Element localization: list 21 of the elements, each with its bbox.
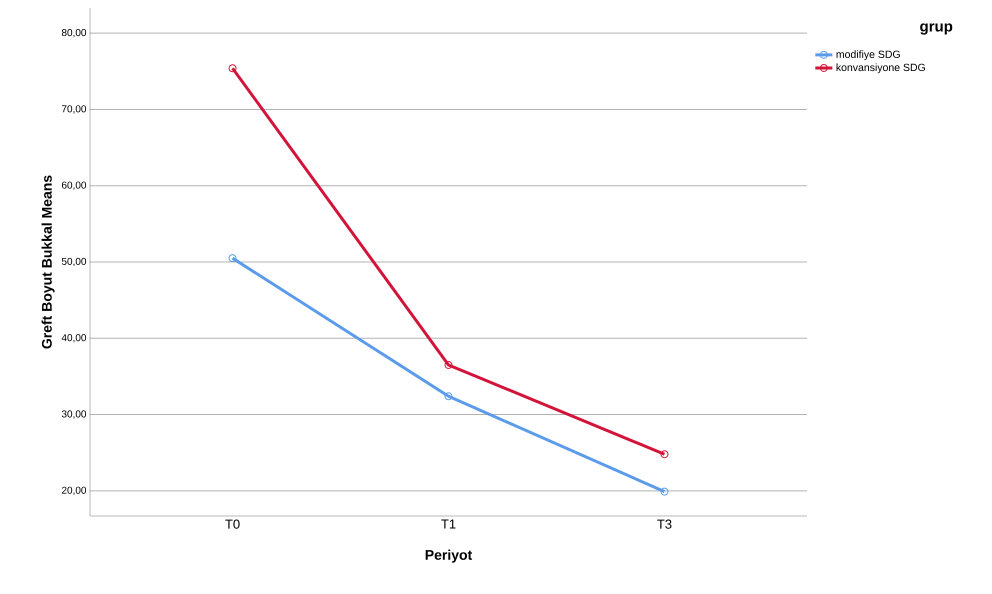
legend-title: grup [920, 23, 952, 35]
y-tick-label: 30,00 [62, 410, 86, 419]
point [444, 360, 453, 369]
point [228, 64, 237, 72]
x-tick-label: T0 [225, 520, 240, 529]
x-tick-label: T3 [657, 520, 672, 529]
y-tick-label: 80,00 [62, 29, 86, 38]
x-tick-label: T1 [441, 520, 456, 528]
y-tick-label: 60,00 [62, 182, 86, 190]
point [660, 450, 668, 458]
point [228, 254, 237, 262]
y-tick-label: 20,00 [62, 486, 86, 495]
y-tick-label: 40,00 [62, 334, 86, 342]
y-tick-label: 70,00 [62, 105, 86, 114]
legend-label: konvansiyone SDG [836, 63, 925, 74]
legend-label: modifiye SDG [836, 50, 900, 60]
point [444, 392, 453, 400]
point [660, 488, 668, 496]
x-axis-title: Periyot [426, 550, 472, 563]
y-tick-label: 50,00 [62, 258, 86, 266]
y-axis-title: Greft Boyut Bukkal Means [42, 175, 55, 349]
